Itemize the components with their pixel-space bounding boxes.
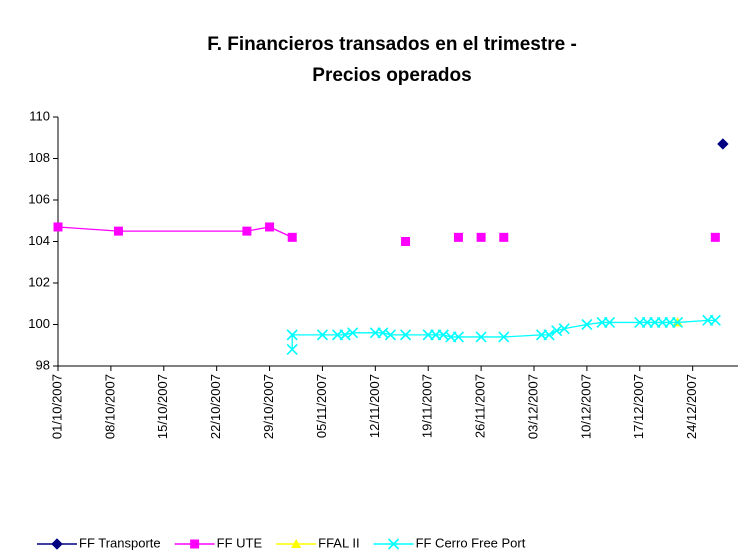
y-tick-label: 98 [36, 357, 50, 372]
marker [581, 318, 593, 331]
marker [190, 539, 200, 549]
x-tick-label: 08/10/2007 [102, 374, 117, 439]
series-line [291, 319, 716, 350]
marker [551, 325, 563, 337]
marker [603, 316, 616, 328]
marker [347, 327, 359, 339]
marker [113, 226, 123, 236]
marker [399, 329, 412, 341]
marker [401, 237, 411, 246]
legend-label: FF Cerro Free Port [416, 535, 526, 550]
x-tick-label: 22/10/2007 [208, 374, 223, 439]
marker [387, 538, 400, 550]
marker [453, 232, 463, 242]
x-tick-label: 24/12/2007 [684, 374, 699, 439]
y-tick-label: 102 [28, 274, 50, 289]
marker [384, 329, 397, 341]
marker [710, 232, 720, 242]
marker [291, 539, 302, 548]
chart-title: F. Financieros transados en el trimestre… [207, 34, 577, 55]
x-tick-label: 12/11/2007 [367, 374, 382, 438]
legend-label: FF Transporte [79, 535, 161, 550]
chart-title: Precios operados [312, 65, 471, 86]
x-tick-label: 29/10/2007 [261, 374, 276, 439]
marker [709, 314, 721, 326]
x-tick-label: 26/11/2007 [473, 374, 488, 438]
marker [558, 323, 570, 335]
marker [286, 329, 298, 341]
marker [316, 329, 329, 341]
y-tick-label: 108 [28, 150, 50, 165]
marker [717, 138, 729, 150]
series-line [58, 227, 715, 237]
marker [452, 331, 465, 343]
y-tick-label: 104 [28, 233, 50, 248]
legend-item: FF UTE [174, 535, 263, 550]
x-tick-label: 17/12/2007 [631, 374, 646, 439]
y-tick-label: 106 [28, 191, 50, 206]
marker [287, 232, 297, 242]
marker [437, 329, 449, 341]
x-tick-label: 03/12/2007 [525, 374, 540, 439]
marker [53, 222, 63, 232]
marker [671, 316, 684, 328]
x-tick-label: 01/10/2007 [49, 374, 64, 439]
legend-item: FF Transporte [37, 535, 161, 550]
marker [498, 331, 510, 343]
marker [499, 232, 509, 242]
marker [265, 222, 275, 232]
y-tick-label: 110 [29, 108, 50, 123]
marker [475, 331, 487, 343]
marker [543, 329, 555, 341]
marker [476, 232, 486, 242]
x-tick-label: 10/12/2007 [578, 374, 593, 439]
x-tick-label: 19/11/2007 [420, 374, 435, 438]
legend-label: FFAL II [318, 535, 359, 550]
y-tick-label: 100 [28, 316, 50, 331]
marker [339, 329, 351, 341]
legend-item: FFAL II [276, 535, 360, 550]
x-tick-label: 05/11/2007 [314, 374, 329, 438]
marker [242, 226, 252, 236]
marker [377, 327, 389, 339]
x-tick-label: 15/10/2007 [155, 374, 170, 439]
marker [286, 343, 298, 355]
marker [51, 538, 63, 550]
legend-label: FF UTE [217, 535, 263, 550]
legend-item: FF Cerro Free Port [373, 535, 526, 550]
